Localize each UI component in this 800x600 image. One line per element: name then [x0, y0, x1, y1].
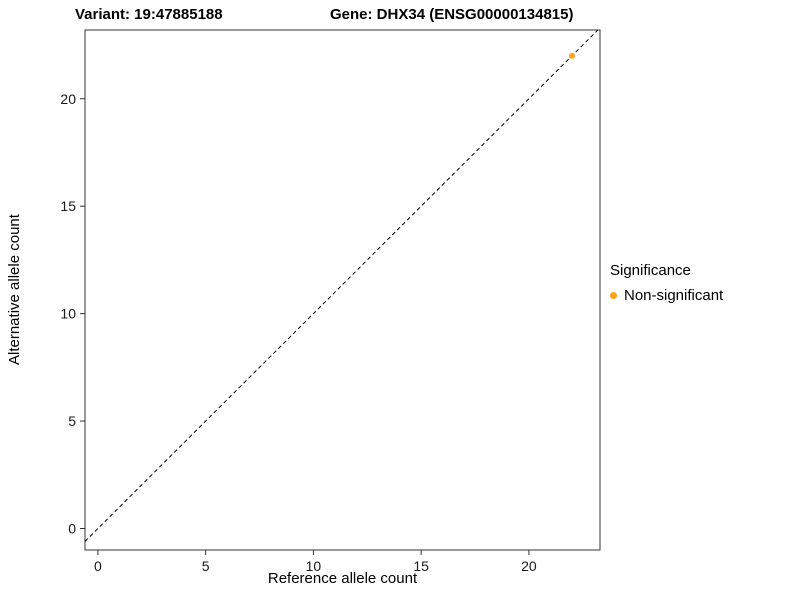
legend-point-icon: [610, 292, 617, 299]
legend-entry-label: Non-significant: [624, 287, 724, 304]
x-tick-label: 20: [521, 558, 537, 574]
y-tick-label: 10: [60, 306, 76, 322]
legend-entry: Non-significant: [610, 287, 723, 304]
plot-titles: Variant: 19:47885188 Gene: DHX34 (ENSG00…: [0, 6, 800, 28]
y-tick-label: 0: [68, 521, 76, 537]
x-tick-label: 0: [94, 558, 102, 574]
identity-reference-line: [84, 29, 599, 542]
y-tick-label: 5: [68, 413, 76, 429]
plot-title-variant: Variant: 19:47885188: [75, 6, 223, 23]
panel-border: [84, 29, 601, 551]
x-tick-label: 10: [306, 558, 322, 574]
y-tick-label: 20: [60, 91, 76, 107]
x-tick-label: 5: [202, 558, 210, 574]
y-tick-label: 15: [60, 198, 76, 214]
legend-title: Significance: [610, 262, 691, 279]
plot-title-gene: Gene: DHX34 (ENSG00000134815): [330, 6, 574, 23]
x-axis-title: Reference allele count: [267, 570, 418, 587]
y-axis-title: Alternative allele count: [6, 214, 23, 366]
x-tick-label: 15: [413, 558, 429, 574]
legend: Significance Non-significant: [610, 262, 723, 304]
data-point: [568, 52, 575, 59]
